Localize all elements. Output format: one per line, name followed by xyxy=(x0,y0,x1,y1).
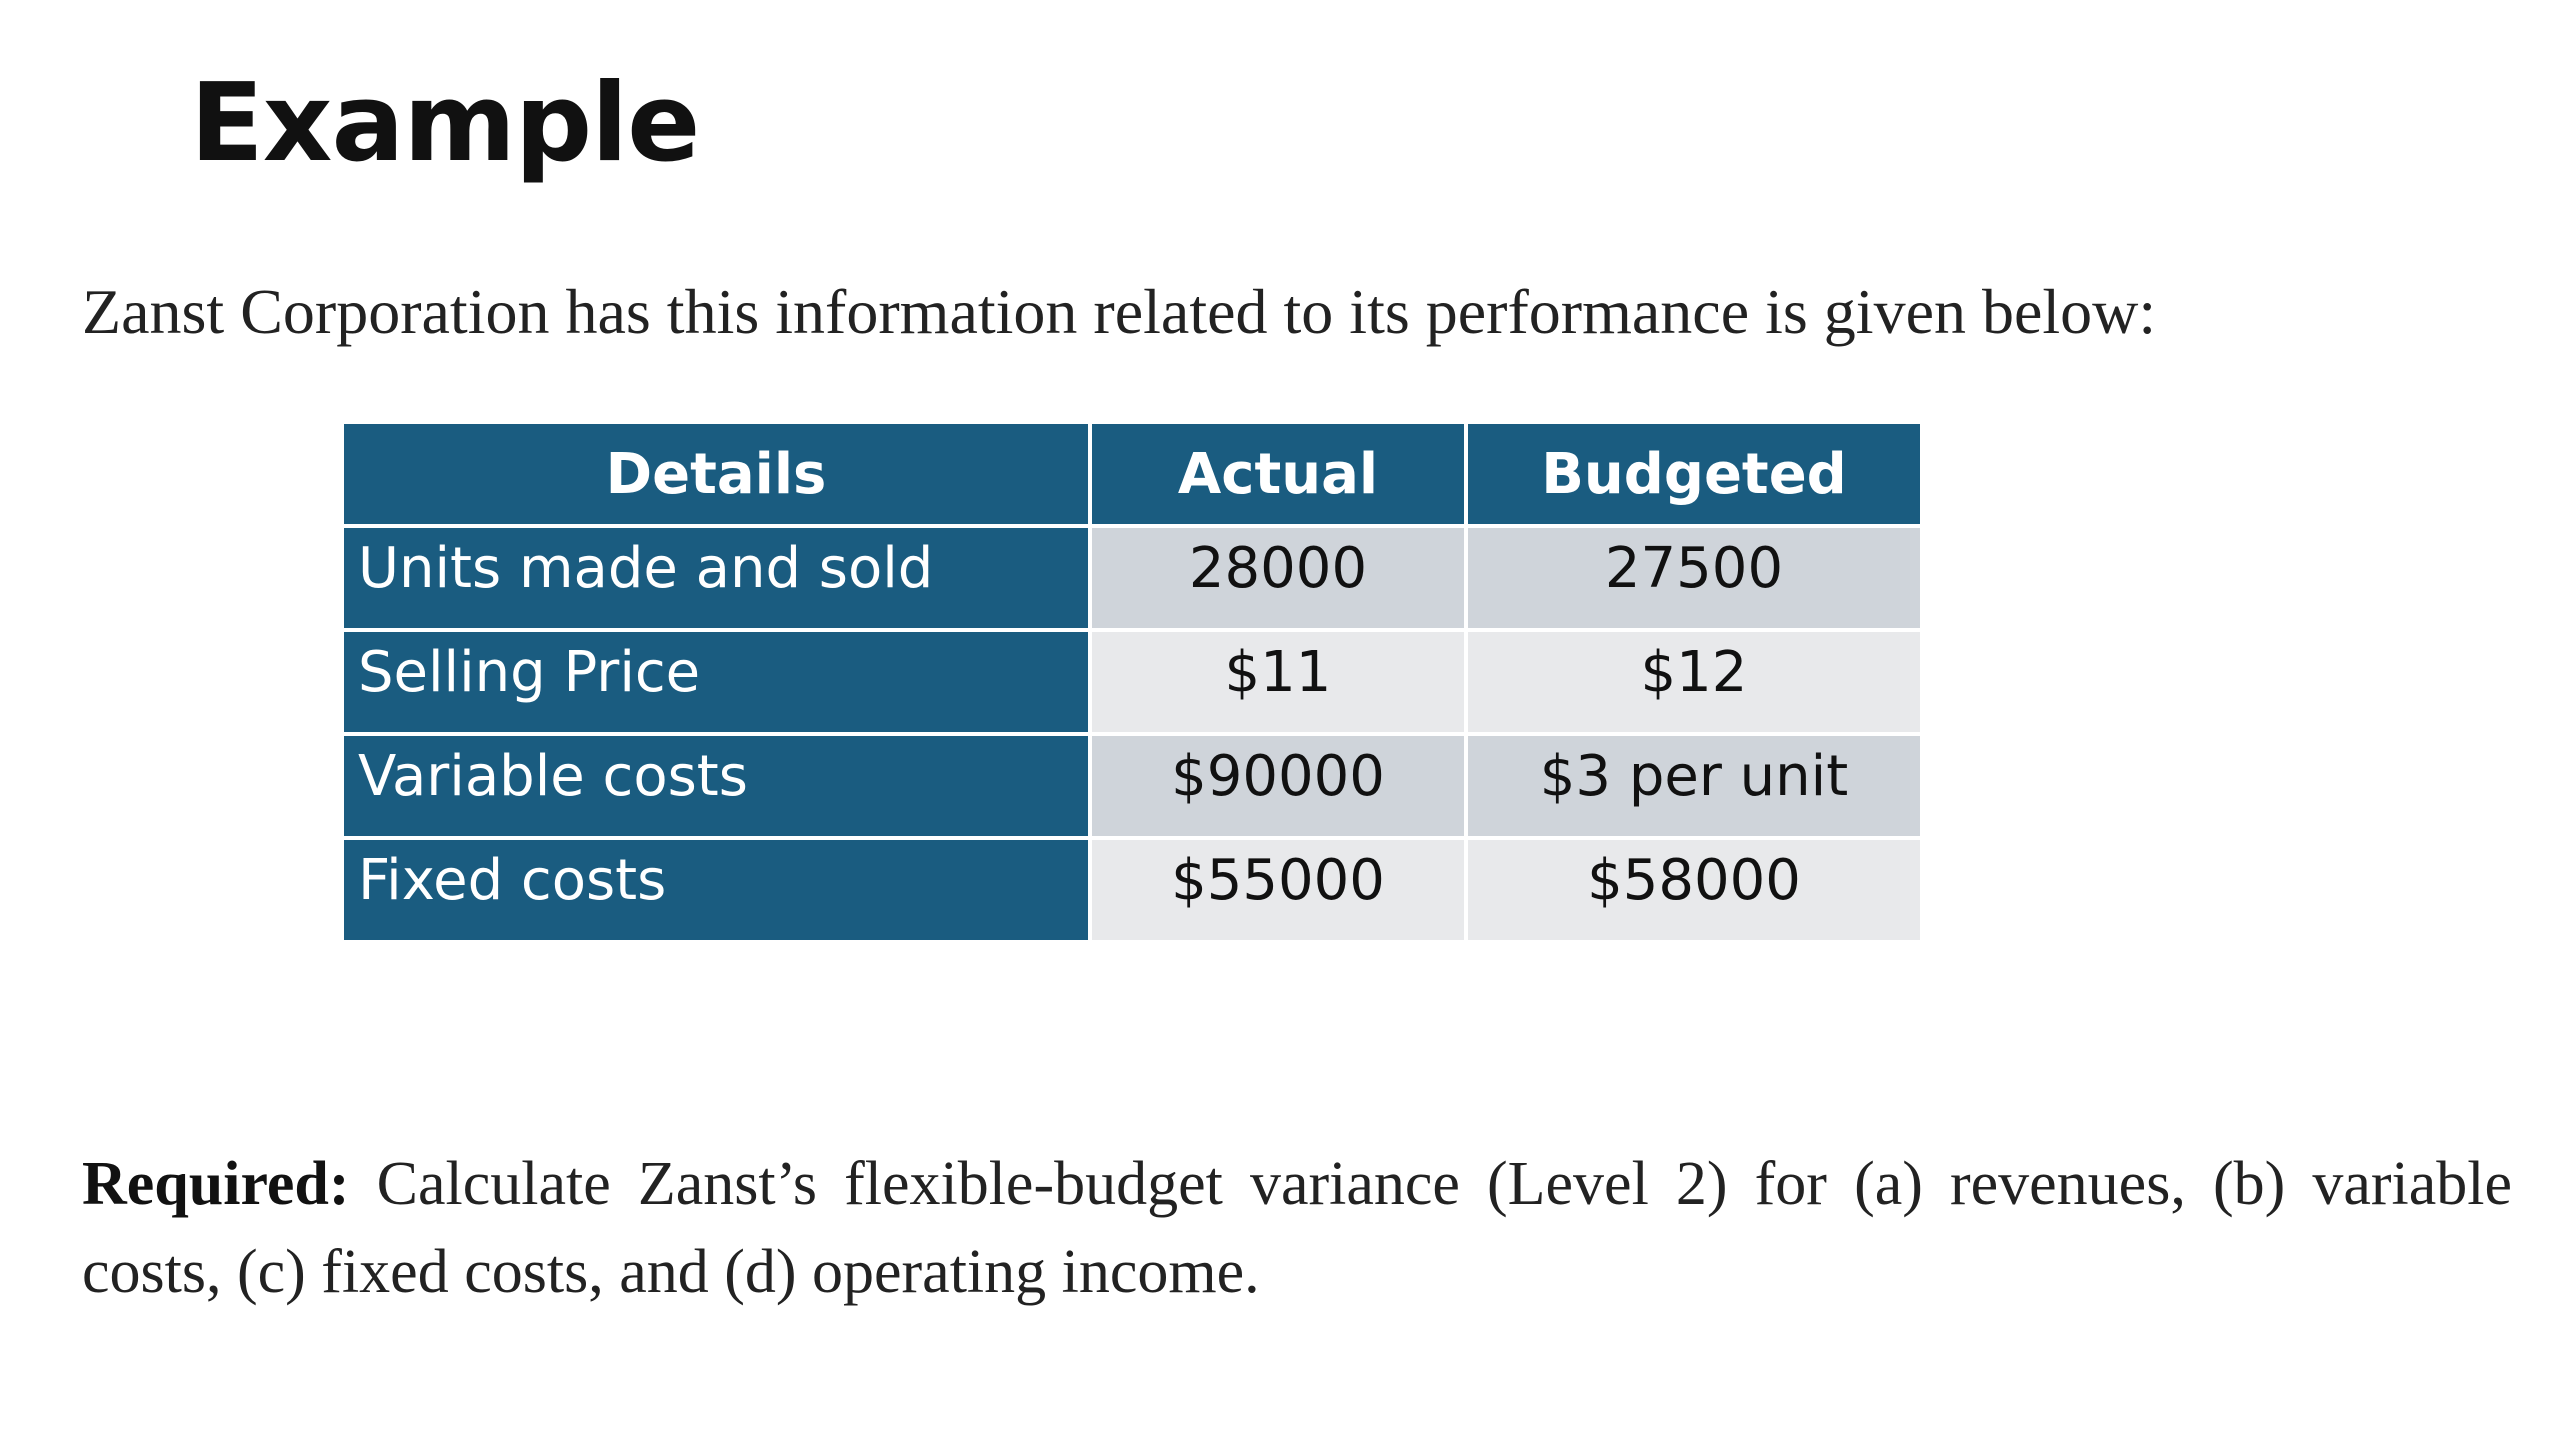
table-row: Units made and sold 28000 27500 xyxy=(340,524,1924,632)
budgeted-value: $58000 xyxy=(1464,836,1924,944)
table-row: Fixed costs $55000 $58000 xyxy=(340,836,1924,944)
performance-table: Details Actual Budgeted Units made and s… xyxy=(340,420,1924,944)
slide-title: Example xyxy=(190,61,700,186)
row-label: Selling Price xyxy=(340,628,1092,736)
required-label: Required: xyxy=(82,1150,350,1218)
required-paragraph: Required: Calculate Zanst’s flexible-bud… xyxy=(82,1140,2512,1316)
required-text: Calculate Zanst’s flexible-budget varian… xyxy=(82,1150,2513,1306)
row-label: Fixed costs xyxy=(340,836,1092,944)
table-header-row: Details Actual Budgeted xyxy=(340,420,1924,528)
table-row: Variable costs $90000 $3 per unit xyxy=(340,732,1924,840)
intro-text: Zanst Corporation has this information r… xyxy=(82,276,2157,347)
row-label: Units made and sold xyxy=(340,524,1092,632)
table-row: Selling Price $11 $12 xyxy=(340,628,1924,736)
actual-value: $90000 xyxy=(1088,732,1468,840)
budgeted-value: 27500 xyxy=(1464,524,1924,632)
header-details: Details xyxy=(340,420,1092,528)
actual-value: $55000 xyxy=(1088,836,1468,944)
header-budgeted: Budgeted xyxy=(1464,420,1924,528)
row-label: Variable costs xyxy=(340,732,1092,840)
budgeted-value: $12 xyxy=(1464,628,1924,736)
actual-value: 28000 xyxy=(1088,524,1468,632)
header-actual: Actual xyxy=(1088,420,1468,528)
actual-value: $11 xyxy=(1088,628,1468,736)
budgeted-value: $3 per unit xyxy=(1464,732,1924,840)
